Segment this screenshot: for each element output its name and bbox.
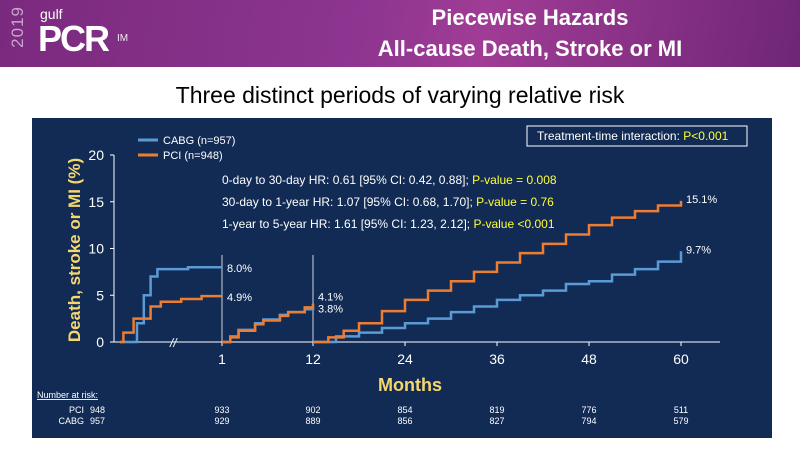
y-tick-label: 20 bbox=[88, 147, 104, 163]
title-line-2: All-cause Death, Stroke or MI bbox=[377, 36, 683, 61]
x-tick-label: 60 bbox=[673, 351, 689, 367]
risk-value: 854 bbox=[397, 405, 412, 415]
risk-value: 902 bbox=[305, 405, 320, 415]
end-value-label: 8.0% bbox=[227, 263, 252, 275]
interaction-p: P<0.001 bbox=[683, 129, 728, 143]
y-tick-label: 5 bbox=[96, 287, 104, 303]
hr-annotation: 1-year to 5-year HR: 1.61 [95% CI: 1.23,… bbox=[222, 217, 555, 231]
x-tick-label: 1 bbox=[218, 351, 226, 367]
p-value: P-value <0.001 bbox=[473, 217, 554, 231]
risk-row-label: PCI bbox=[69, 405, 84, 415]
legend-label: CABG (n=957) bbox=[163, 135, 235, 147]
risk-row-label: CABG bbox=[58, 416, 84, 426]
y-axis-label: Death, stroke or MI (%) bbox=[65, 158, 84, 342]
x-tick-label: 36 bbox=[489, 351, 505, 367]
risk-value: 889 bbox=[305, 416, 320, 426]
risk-value: 579 bbox=[673, 416, 688, 426]
end-value-label: 4.9% bbox=[227, 292, 252, 304]
risk-value: 794 bbox=[581, 416, 596, 426]
end-value-label: 3.8% bbox=[318, 303, 343, 315]
chart-panel bbox=[32, 118, 772, 438]
risk-value: 827 bbox=[489, 416, 504, 426]
series-line-cabg bbox=[313, 251, 683, 344]
x-tick-label: 12 bbox=[305, 351, 321, 367]
y-tick-label: 0 bbox=[96, 334, 104, 350]
slide-subtitle: Three distinct periods of varying relati… bbox=[175, 82, 625, 108]
risk-value: 856 bbox=[397, 416, 412, 426]
end-value-label: 4.1% bbox=[318, 292, 343, 304]
brand-small: gulf bbox=[40, 6, 63, 22]
series-line-cabg bbox=[120, 265, 222, 344]
risk-value: 933 bbox=[214, 405, 229, 415]
risk-value: 776 bbox=[581, 405, 596, 415]
y-tick-label: 10 bbox=[88, 241, 104, 257]
y-tick-label: 15 bbox=[88, 194, 104, 210]
interaction-label: Treatment-time interaction: P<0.001 bbox=[537, 129, 729, 143]
series-line-pci bbox=[313, 200, 683, 344]
header-banner: 2019 gulf PCR IM Piecewise Hazards All-c… bbox=[0, 0, 800, 67]
x-tick-label: 48 bbox=[581, 351, 597, 367]
interaction-box bbox=[526, 125, 748, 147]
risk-value: 511 bbox=[674, 405, 688, 415]
risk-value: 929 bbox=[214, 416, 229, 426]
end-value-label: 9.7% bbox=[686, 244, 711, 256]
x-axis-label: Months bbox=[378, 375, 442, 395]
risk-table-title: Number at risk: bbox=[37, 390, 98, 400]
risk-value: 957 bbox=[90, 416, 105, 426]
hr-annotation: 30-day to 1-year HR: 1.07 [95% CI: 0.68,… bbox=[222, 195, 554, 209]
axis-break-icon: // bbox=[169, 336, 178, 350]
hr-annotation: 0-day to 30-day HR: 0.61 [95% CI: 0.42, … bbox=[222, 173, 557, 187]
brand-suffix: IM bbox=[117, 33, 129, 44]
brand-logo: PCR bbox=[38, 18, 110, 59]
risk-value: 819 bbox=[489, 405, 504, 415]
title-line-1: Piecewise Hazards bbox=[431, 5, 629, 30]
risk-value: 948 bbox=[90, 405, 105, 415]
end-value-label: 15.1% bbox=[686, 194, 717, 206]
series-line-pci bbox=[222, 303, 315, 344]
x-tick-label: 24 bbox=[397, 351, 413, 367]
p-value: P-value = 0.76 bbox=[476, 195, 554, 209]
legend-label: PCI (n=948) bbox=[163, 150, 223, 162]
p-value: P-value = 0.008 bbox=[472, 173, 557, 187]
series-line-pci bbox=[120, 294, 222, 344]
